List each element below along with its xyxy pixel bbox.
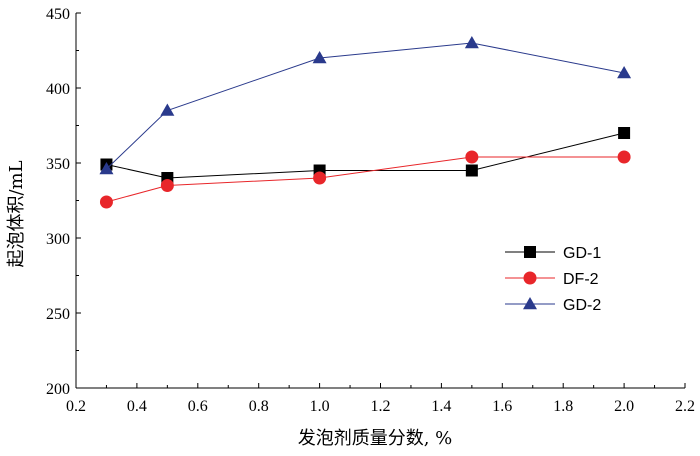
x-ticks: 0.2 0.4 0.6 0.8 1.0 1.2 1.4 1.6 1.8 2.0 2.2	[66, 383, 695, 415]
axes	[75, 13, 685, 389]
y-tick-label: 250	[46, 306, 70, 323]
x-axis-title: 发泡剂质量分数, %	[298, 428, 453, 449]
legend: GD-1 DF-2 GD-2	[505, 245, 601, 314]
y-ticks: 200 250 300 350 400 450	[46, 6, 81, 398]
legend-marker	[523, 271, 537, 285]
legend-marker	[524, 246, 536, 258]
x-tick-label: 0.2	[66, 398, 86, 415]
x-tick-label: 1.4	[431, 398, 451, 415]
data-point-df-2	[313, 171, 327, 185]
legend-entry-gd-1: GD-1	[505, 245, 601, 262]
series-gd-2	[99, 36, 632, 175]
legend-label: DF-2	[563, 271, 599, 288]
x-tick-label: 2.0	[614, 398, 634, 415]
data-point-gd-2	[617, 66, 632, 79]
data-point-df-2	[617, 150, 631, 164]
data-point-gd-1	[465, 164, 478, 177]
data-point-gd-2	[464, 36, 479, 49]
y-tick-label: 450	[46, 6, 70, 23]
data-point-df-2	[465, 150, 479, 164]
legend-entry-df-2: DF-2	[505, 271, 599, 288]
x-tick-label: 1.8	[553, 398, 573, 415]
y-tick-label: 400	[46, 81, 70, 98]
y-tick-label: 300	[46, 231, 70, 248]
data-point-df-2	[99, 195, 113, 209]
series-df-2	[99, 150, 631, 209]
series-line-df-2	[106, 156, 625, 203]
legend-label: GD-1	[563, 245, 601, 262]
legend-entry-gd-2: GD-2	[505, 297, 601, 314]
x-tick-label: 2.2	[675, 398, 695, 415]
x-tick-label: 0.8	[249, 398, 269, 415]
x-tick-label: 1.6	[492, 398, 512, 415]
x-tick-label: 1.0	[310, 398, 330, 415]
series-layer	[99, 36, 632, 209]
legend-marker	[523, 297, 537, 310]
data-point-gd-2	[312, 51, 327, 64]
series-gd-1	[100, 127, 631, 184]
y-tick-label: 200	[46, 381, 70, 398]
x-tick-label: 0.4	[127, 398, 147, 415]
legend-label: GD-2	[563, 297, 601, 314]
data-point-df-2	[160, 179, 174, 192]
data-point-gd-2	[160, 103, 175, 116]
series-line-gd-2	[106, 42, 625, 170]
x-tick-label: 1.2	[371, 398, 391, 415]
y-axis-title: 起泡体积/mL	[6, 160, 27, 267]
data-point-gd-1	[618, 127, 631, 139]
y-tick-label: 350	[46, 156, 70, 173]
x-tick-label: 0.6	[188, 398, 208, 415]
data-point-gd-2	[99, 162, 114, 175]
